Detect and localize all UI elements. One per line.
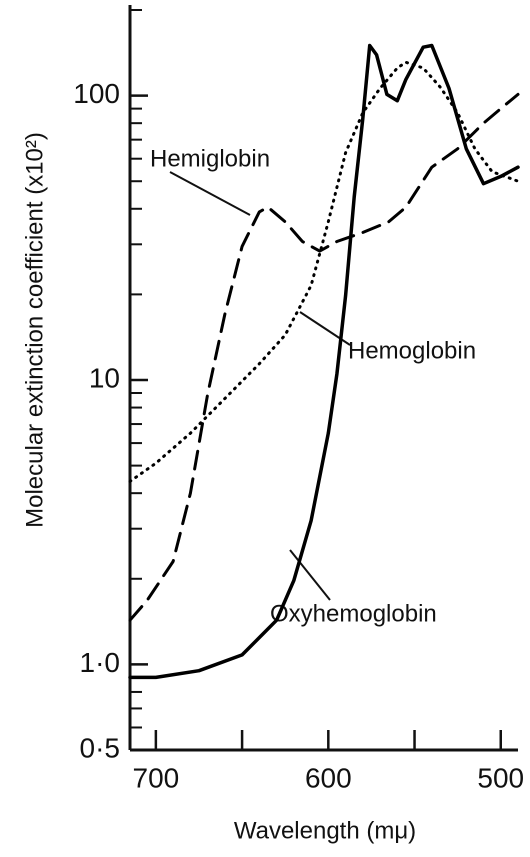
line xyxy=(128,92,520,622)
series-label: Hemoglobin xyxy=(348,337,476,364)
y-tick-label: 0·5 xyxy=(80,732,120,763)
x-tick-label: 600 xyxy=(305,762,352,793)
line xyxy=(128,43,520,680)
series-label: Oxyhemoglobin xyxy=(270,600,437,627)
x-tick-label: 700 xyxy=(133,762,180,793)
line xyxy=(128,60,520,483)
y-tick-label: 10 xyxy=(89,362,120,393)
y-axis-label: Molecular extinction coefficient (x10²) xyxy=(21,132,48,528)
series-label: Hemiglobin xyxy=(150,145,270,172)
y-tick-label: 100 xyxy=(73,78,120,109)
leader-line xyxy=(169,171,251,216)
leader-line xyxy=(289,549,331,601)
y-tick-label: 1·0 xyxy=(80,647,120,678)
x-axis-label: Wavelength (mμ) xyxy=(234,817,416,844)
x-tick-label: 500 xyxy=(477,762,524,793)
